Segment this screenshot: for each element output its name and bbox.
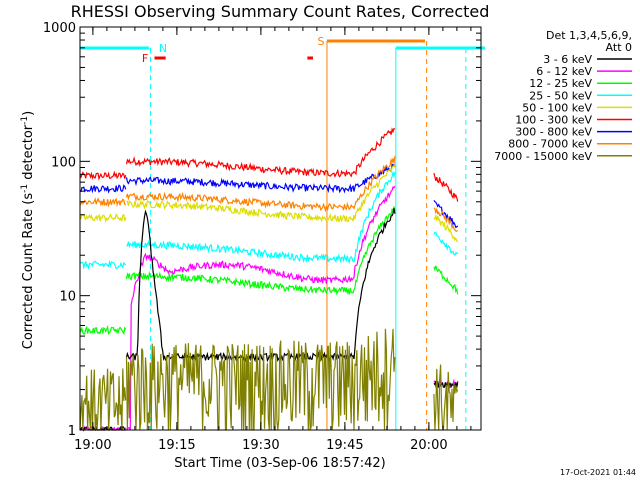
y-tick-label: 10 — [59, 290, 76, 305]
x-tick-label: 19:30 — [242, 438, 279, 453]
legend-label: 3 - 6 keV — [543, 53, 592, 66]
series-line — [125, 162, 396, 194]
x-axis-label: Start Time (03-Sep-06 18:57:42) — [174, 456, 385, 471]
x-tick-label: 19:00 — [74, 438, 111, 453]
series-line — [125, 206, 396, 296]
y-axis-label: Corrected Count Rate (s-1 detector-1) — [20, 111, 36, 349]
series-line — [126, 185, 396, 431]
series-line — [433, 214, 459, 243]
flare-flag-label: F — [142, 52, 148, 65]
legend-header-2: Att 0 — [606, 41, 632, 54]
y-tick-label: 100 — [51, 155, 76, 170]
legend-label: 12 - 25 keV — [529, 77, 592, 90]
series-line — [79, 170, 127, 181]
x-tick-label: 20:00 — [410, 438, 447, 453]
series-line — [125, 156, 396, 213]
legend-label: 100 - 300 keV — [515, 114, 592, 127]
series-line — [433, 200, 459, 229]
night-flag-label: N — [159, 42, 167, 55]
timestamp: 17-Oct-2021 01:44 — [560, 468, 636, 477]
legend-label: 7000 - 15000 keV — [494, 150, 592, 163]
legend-label: 6 - 12 keV — [536, 65, 592, 78]
series-line — [433, 364, 459, 431]
x-tick-label: 19:45 — [326, 438, 363, 453]
series-line — [125, 328, 396, 431]
series-line — [125, 127, 396, 179]
series-line — [126, 164, 396, 223]
y-axis: 1 10 100 1000 — [43, 21, 481, 439]
y-tick-label: 1 — [68, 424, 76, 439]
legend-label: 25 - 50 keV — [529, 89, 592, 102]
x-tick-label: 19:15 — [158, 438, 195, 453]
series-line — [79, 259, 127, 271]
series-line — [126, 170, 396, 265]
y-tick-label: 1000 — [43, 21, 76, 36]
chart-title: RHESSI Observing Summary Count Rates, Co… — [71, 2, 490, 21]
flag-bars: NF S — [79, 35, 485, 430]
series-line — [79, 368, 127, 431]
series-line — [79, 324, 127, 336]
series-line — [79, 184, 127, 194]
legend-header-1: Det 1,3,4,5,6,9, — [546, 29, 632, 42]
series-line — [79, 197, 127, 208]
series-layer — [79, 127, 459, 432]
legend-label: 50 - 100 keV — [522, 101, 592, 114]
series-line — [433, 231, 459, 257]
plot-frame — [79, 26, 482, 431]
saa-flag-label: S — [318, 35, 325, 48]
legend-label: 800 - 7000 keV — [508, 138, 592, 151]
series-line — [433, 265, 459, 295]
series-line — [433, 207, 459, 232]
legend-label: 300 - 800 keV — [515, 126, 592, 139]
series-line — [79, 213, 127, 223]
series-line — [433, 172, 459, 202]
x-axis: 19:00 19:15 19:30 19:45 20:00 — [74, 27, 472, 453]
series-line — [125, 208, 396, 363]
